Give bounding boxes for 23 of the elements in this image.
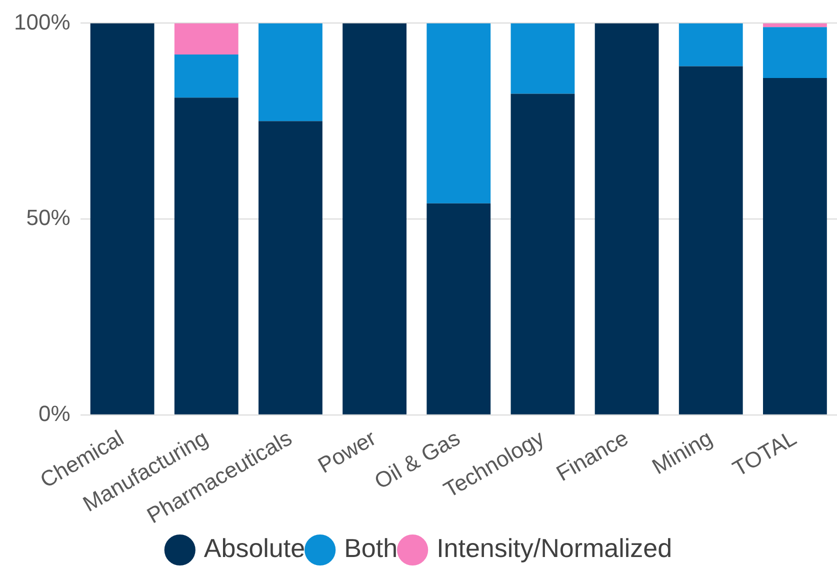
bar: [90, 23, 154, 414]
legend-label: Absolute: [204, 533, 306, 564]
bar: [426, 23, 491, 204]
bar: [342, 23, 407, 414]
bar: [258, 121, 322, 414]
bar: [763, 27, 827, 78]
y-tick-label: 50%: [26, 205, 70, 230]
bar: [763, 78, 827, 414]
bar: [594, 23, 659, 414]
bar: [510, 23, 575, 94]
bar: [510, 94, 575, 414]
bar: [174, 23, 238, 55]
y-tick-label: 100%: [14, 9, 70, 34]
bar: [426, 203, 491, 414]
bar: [258, 23, 322, 122]
bar: [763, 23, 827, 28]
bar: [678, 66, 743, 414]
bar: [174, 54, 238, 98]
legend-label: Both: [344, 533, 398, 564]
legend-label: Intensity/Normalized: [436, 533, 672, 564]
bar: [174, 98, 238, 414]
y-tick-label: 0%: [38, 400, 70, 426]
bar: [678, 23, 743, 66]
